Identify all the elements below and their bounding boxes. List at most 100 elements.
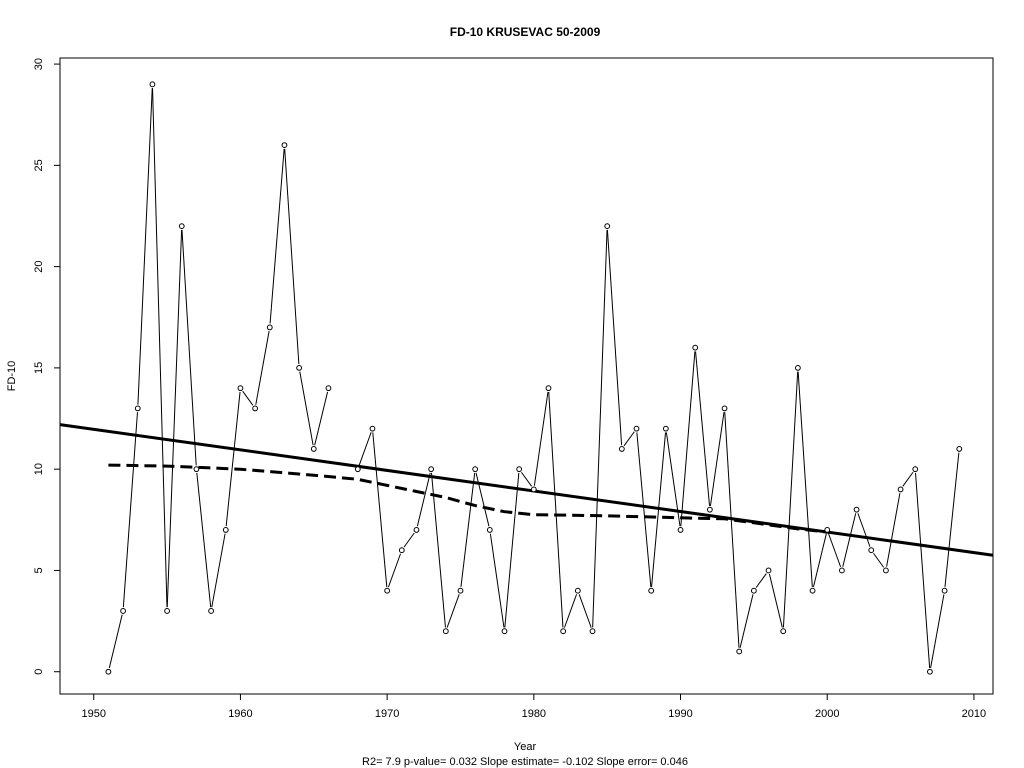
- data-series-group: [105, 81, 963, 675]
- data-point-2007: [927, 668, 933, 675]
- plot-frame: [59, 57, 994, 695]
- series-segment: [930, 594, 945, 669]
- x-tick-label-2010: 2010: [962, 708, 986, 720]
- data-point-1968: [354, 466, 361, 473]
- data-point-1964: [296, 364, 303, 371]
- data-point-1998: [794, 364, 801, 371]
- data-point-1958: [208, 608, 214, 614]
- data-point-1970: [384, 587, 391, 594]
- series-segment: [739, 594, 754, 648]
- series-segment: [828, 533, 842, 568]
- series-segment: [755, 573, 767, 588]
- series-segment: [372, 432, 388, 587]
- y-axis-label: FD-10: [6, 361, 18, 392]
- data-point-2003: [868, 547, 875, 554]
- data-point-2000: [824, 527, 831, 533]
- data-point-2006: [912, 466, 919, 473]
- data-point-1966: [325, 385, 332, 392]
- data-point-2004: [883, 567, 889, 574]
- series-segment: [636, 432, 652, 587]
- x-tick-label-1980: 1980: [522, 708, 546, 720]
- data-point-1995: [750, 587, 757, 594]
- series-segment: [812, 533, 827, 588]
- series-segment: [166, 229, 183, 608]
- x-axis-label: Year: [514, 741, 537, 753]
- data-point-1988: [648, 587, 655, 594]
- data-point-1986: [618, 446, 625, 452]
- series-segment: [695, 351, 711, 506]
- series-segment: [842, 513, 857, 567]
- series-segment: [387, 553, 401, 588]
- data-point-2009: [956, 446, 963, 452]
- series-segment: [563, 594, 578, 628]
- data-point-1961: [252, 405, 259, 412]
- data-point-2002: [853, 506, 860, 513]
- x-tick-label-1990: 1990: [668, 708, 692, 720]
- stats-footer: R2= 7.9 p-value= 0.032 Slope estimate= -…: [362, 756, 688, 768]
- series-segment: [314, 391, 329, 446]
- y-tick-label-0: 0: [33, 669, 45, 675]
- series-segment: [196, 472, 212, 608]
- data-point-1971: [398, 547, 405, 554]
- series-segment: [623, 431, 635, 447]
- y-tick-label-20: 20: [33, 260, 45, 272]
- series-segment: [768, 574, 783, 628]
- data-point-1978: [501, 628, 508, 635]
- data-point-1994: [736, 648, 743, 655]
- data-point-1962: [266, 324, 273, 331]
- series-segment: [915, 472, 931, 668]
- series-segment: [651, 432, 667, 587]
- series-segment: [797, 371, 813, 587]
- series-segment: [873, 552, 885, 568]
- data-point-1997: [780, 628, 787, 635]
- data-point-1989: [662, 425, 669, 432]
- series-segment: [403, 532, 415, 548]
- series-segment: [460, 472, 476, 587]
- data-point-1952: [120, 608, 126, 614]
- smooth-line-group: [108, 463, 828, 534]
- data-point-1984: [589, 628, 596, 635]
- series-segment: [299, 371, 314, 446]
- data-point-1953: [134, 405, 141, 412]
- series-segment: [416, 472, 431, 527]
- series-segment: [358, 432, 372, 466]
- y-tick-label-10: 10: [33, 463, 45, 475]
- series-segment: [533, 391, 549, 486]
- series-segment: [489, 533, 505, 628]
- series-segment: [592, 229, 608, 628]
- data-point-1991: [692, 344, 699, 351]
- trend-line-group: [59, 423, 994, 557]
- data-point-1982: [560, 628, 567, 635]
- data-point-1987: [633, 425, 640, 432]
- series-segment: [520, 471, 533, 487]
- series-segment: [430, 472, 446, 628]
- series-segment: [475, 472, 490, 527]
- series-segment: [724, 412, 740, 648]
- y-tick-label-25: 25: [33, 159, 45, 171]
- series-segment: [255, 331, 270, 405]
- trend-line: [59, 423, 994, 557]
- series-segment: [782, 371, 799, 628]
- data-point-1959: [222, 527, 229, 533]
- data-point-1979: [516, 466, 523, 473]
- x-tick-label-1960: 1960: [228, 708, 252, 720]
- data-point-1980: [530, 486, 537, 493]
- series-segment: [269, 148, 285, 324]
- y-tick-label-30: 30: [33, 58, 45, 70]
- series-segment: [504, 472, 520, 628]
- data-point-2001: [839, 567, 845, 574]
- data-point-1999: [809, 587, 816, 594]
- y-tick-label-15: 15: [33, 362, 45, 374]
- series-segment: [225, 391, 241, 527]
- data-point-1956: [178, 223, 185, 230]
- chart-title: FD-10 KRUSEVAC 50-2009: [450, 25, 601, 39]
- data-point-1983: [574, 587, 581, 594]
- series-segment: [446, 594, 460, 628]
- data-point-1992: [706, 506, 713, 513]
- data-point-1960: [237, 385, 244, 392]
- x-tick-label-1950: 1950: [81, 708, 105, 720]
- series-segment: [680, 351, 696, 527]
- series-segment: [709, 412, 725, 506]
- data-point-1981: [545, 385, 552, 392]
